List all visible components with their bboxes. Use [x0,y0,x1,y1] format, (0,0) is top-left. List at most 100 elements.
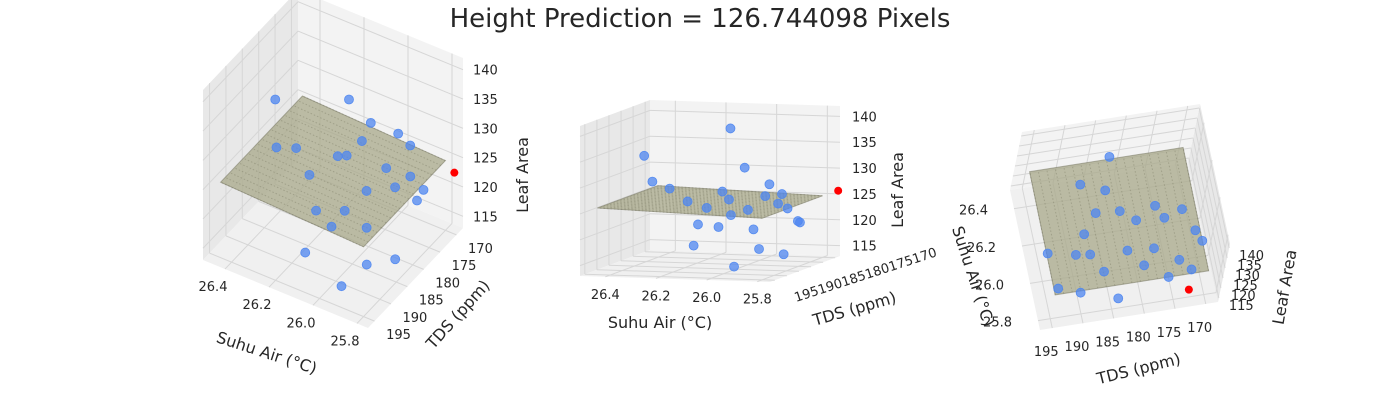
data-points [270,94,429,292]
grid-line [608,264,799,272]
data-point [1159,212,1170,223]
data-point [782,203,793,214]
data-point [326,221,337,232]
z-axis-label: Leaf Area [1269,248,1301,326]
x-tick-label: 26.0 [287,316,316,331]
subplot-2: 26.4 26.2 26.0 25.8 115 120 125 130 135 140 Suhu A… [579,100,939,332]
y-tick-label: 170 [468,242,493,257]
data-point [1079,229,1090,240]
prediction-point [834,186,843,195]
data-point [332,151,343,162]
plane-mesh-line [651,187,816,199]
data-points [639,123,805,272]
x-axis-label: Suhu Air (°C) [214,328,319,378]
y-tick-label: 190 [1065,340,1090,355]
plane-mesh-line [604,205,769,217]
z-tick-label: 130 [473,122,498,137]
z-tick-label: 125 [473,152,498,167]
prediction-point [1184,285,1193,294]
y-tick-label: 195 [386,328,411,343]
z-tick-label: 115 [1229,299,1254,314]
grid-line [649,239,841,247]
regression-plane-surface [1029,146,1210,296]
plane-mesh-line [238,162,382,229]
grid-line [356,223,453,324]
data-point [739,162,750,173]
x-tick-label: 26.0 [975,278,1004,293]
grid-line [1190,147,1222,289]
y-tick-label: 180 [1126,331,1151,346]
grid-line [579,109,651,137]
x-axis-label: Suhu Air (°C) [608,313,712,332]
data-point [390,254,401,265]
grid-line [297,89,464,159]
grid-line [202,30,299,132]
grid-line [621,260,812,268]
data-point [1150,200,1160,211]
plane-mesh-line [252,148,396,214]
plane-mesh-line [224,176,369,243]
z-tick-label: 135 [852,136,877,151]
data-point [1104,151,1115,162]
plane-mesh-line [270,129,414,195]
data-point [1100,185,1111,196]
data-point [725,123,736,134]
plane-mesh-line [641,191,806,203]
grid-line [1016,127,1196,157]
figure-title: Height Prediction = 126.744098 Pixels [449,4,951,34]
data-point [361,259,372,270]
grid-line [633,255,824,263]
data-point [361,186,372,196]
grid-line [1021,187,1053,329]
plane-mesh-line [627,196,793,208]
regression-plane-surface [219,95,447,248]
data-point [773,198,784,209]
data-point [336,281,347,292]
data-point [356,136,367,146]
data-point [688,240,699,251]
grid-yz [579,101,651,275]
prediction-point [450,168,459,177]
plane-mesh-line [279,119,423,186]
y-tick-label: 180 [435,276,460,291]
data-point [713,222,724,232]
z-tick-label: 125 [1233,279,1258,294]
grid-line [605,250,676,278]
data-point [361,222,372,233]
pane-yz [580,100,650,276]
data-points [1042,151,1208,304]
data-point [639,150,650,161]
x-tick-label: 26.4 [199,280,228,295]
data-point [1149,243,1159,254]
data-point [393,128,404,139]
data-point [1085,249,1096,260]
data-point [1113,293,1124,304]
data-point [1190,225,1201,236]
z-tick-label: 120 [852,214,877,229]
plane-mesh-line [614,201,779,213]
grid-line [1199,159,1213,219]
plane-mesh-line [637,192,803,204]
plane-mesh-line [229,172,373,238]
grid-line [202,60,299,161]
data-point [724,194,734,205]
plane-mesh-line [265,133,410,200]
x-tick-label: 26.0 [692,291,721,306]
grid-line [584,273,775,281]
data-point [693,219,703,230]
data-point [682,196,693,207]
grid-line [1021,107,1200,137]
x-tick-label: 25.8 [331,334,360,349]
grid-line [579,213,651,241]
plane-mesh-line [297,100,442,166]
z-tick-label: 115 [852,240,877,255]
z-tick-label: 130 [852,162,877,177]
plane-mesh-line [243,157,387,224]
data-point [729,261,739,272]
grid-line [649,109,841,117]
subplot-1: 26.4 26.2 26.0 25.8 195 190 185 180 175 170 115 120… [199,0,532,378]
data-point [311,205,321,216]
plane-mesh-line [657,185,823,197]
pane-yz [203,0,298,260]
data-point [405,140,416,151]
